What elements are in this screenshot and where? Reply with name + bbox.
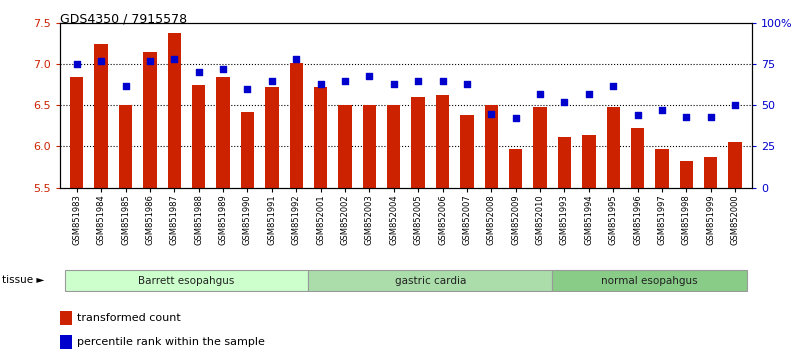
- Text: percentile rank within the sample: percentile rank within the sample: [77, 337, 265, 347]
- Bar: [308, 270, 552, 291]
- Text: gastric cardia: gastric cardia: [395, 275, 466, 286]
- Point: [95, 58, 107, 64]
- Bar: [387, 105, 400, 188]
- Bar: [265, 87, 279, 188]
- Bar: [60, 335, 72, 349]
- Point: [558, 99, 571, 105]
- Bar: [558, 137, 572, 188]
- Bar: [485, 105, 498, 188]
- Bar: [60, 312, 72, 325]
- Point: [266, 78, 279, 84]
- Point: [119, 83, 132, 88]
- Bar: [363, 105, 376, 188]
- Point: [656, 107, 669, 113]
- Text: GDS4350 / 7915578: GDS4350 / 7915578: [60, 12, 187, 25]
- Bar: [240, 112, 254, 188]
- Bar: [533, 107, 547, 188]
- Bar: [168, 33, 181, 188]
- Point: [607, 83, 619, 88]
- Point: [533, 91, 546, 97]
- Bar: [582, 135, 595, 188]
- Bar: [70, 76, 84, 188]
- Text: normal esopahgus: normal esopahgus: [602, 275, 698, 286]
- Point: [217, 66, 229, 72]
- Bar: [217, 76, 230, 188]
- Text: transformed count: transformed count: [77, 313, 181, 323]
- Point: [193, 70, 205, 75]
- Bar: [290, 63, 303, 188]
- Point: [338, 78, 351, 84]
- Point: [583, 91, 595, 97]
- Bar: [460, 115, 474, 188]
- Bar: [436, 96, 449, 188]
- Bar: [143, 52, 157, 188]
- Bar: [64, 270, 308, 291]
- Point: [680, 114, 693, 120]
- Bar: [631, 129, 644, 188]
- Bar: [680, 161, 693, 188]
- Bar: [338, 105, 352, 188]
- Point: [509, 116, 522, 121]
- Bar: [509, 149, 522, 188]
- Text: Barrett esopahgus: Barrett esopahgus: [139, 275, 235, 286]
- Bar: [728, 142, 742, 188]
- Bar: [119, 105, 132, 188]
- Point: [363, 73, 376, 79]
- Point: [485, 111, 498, 116]
- Point: [241, 86, 254, 92]
- Text: tissue ►: tissue ►: [2, 275, 45, 285]
- Point: [436, 78, 449, 84]
- Bar: [704, 157, 717, 188]
- Point: [388, 81, 400, 87]
- Point: [729, 103, 742, 108]
- Point: [290, 56, 302, 62]
- Point: [704, 114, 717, 120]
- Bar: [412, 97, 425, 188]
- Point: [143, 58, 156, 64]
- Point: [412, 78, 424, 84]
- Bar: [314, 87, 327, 188]
- Bar: [95, 44, 108, 188]
- Point: [631, 112, 644, 118]
- Point: [461, 81, 474, 87]
- Bar: [655, 149, 669, 188]
- Point: [314, 81, 327, 87]
- Point: [168, 56, 181, 62]
- Bar: [607, 107, 620, 188]
- Bar: [192, 85, 205, 188]
- Bar: [552, 270, 747, 291]
- Point: [70, 61, 83, 67]
